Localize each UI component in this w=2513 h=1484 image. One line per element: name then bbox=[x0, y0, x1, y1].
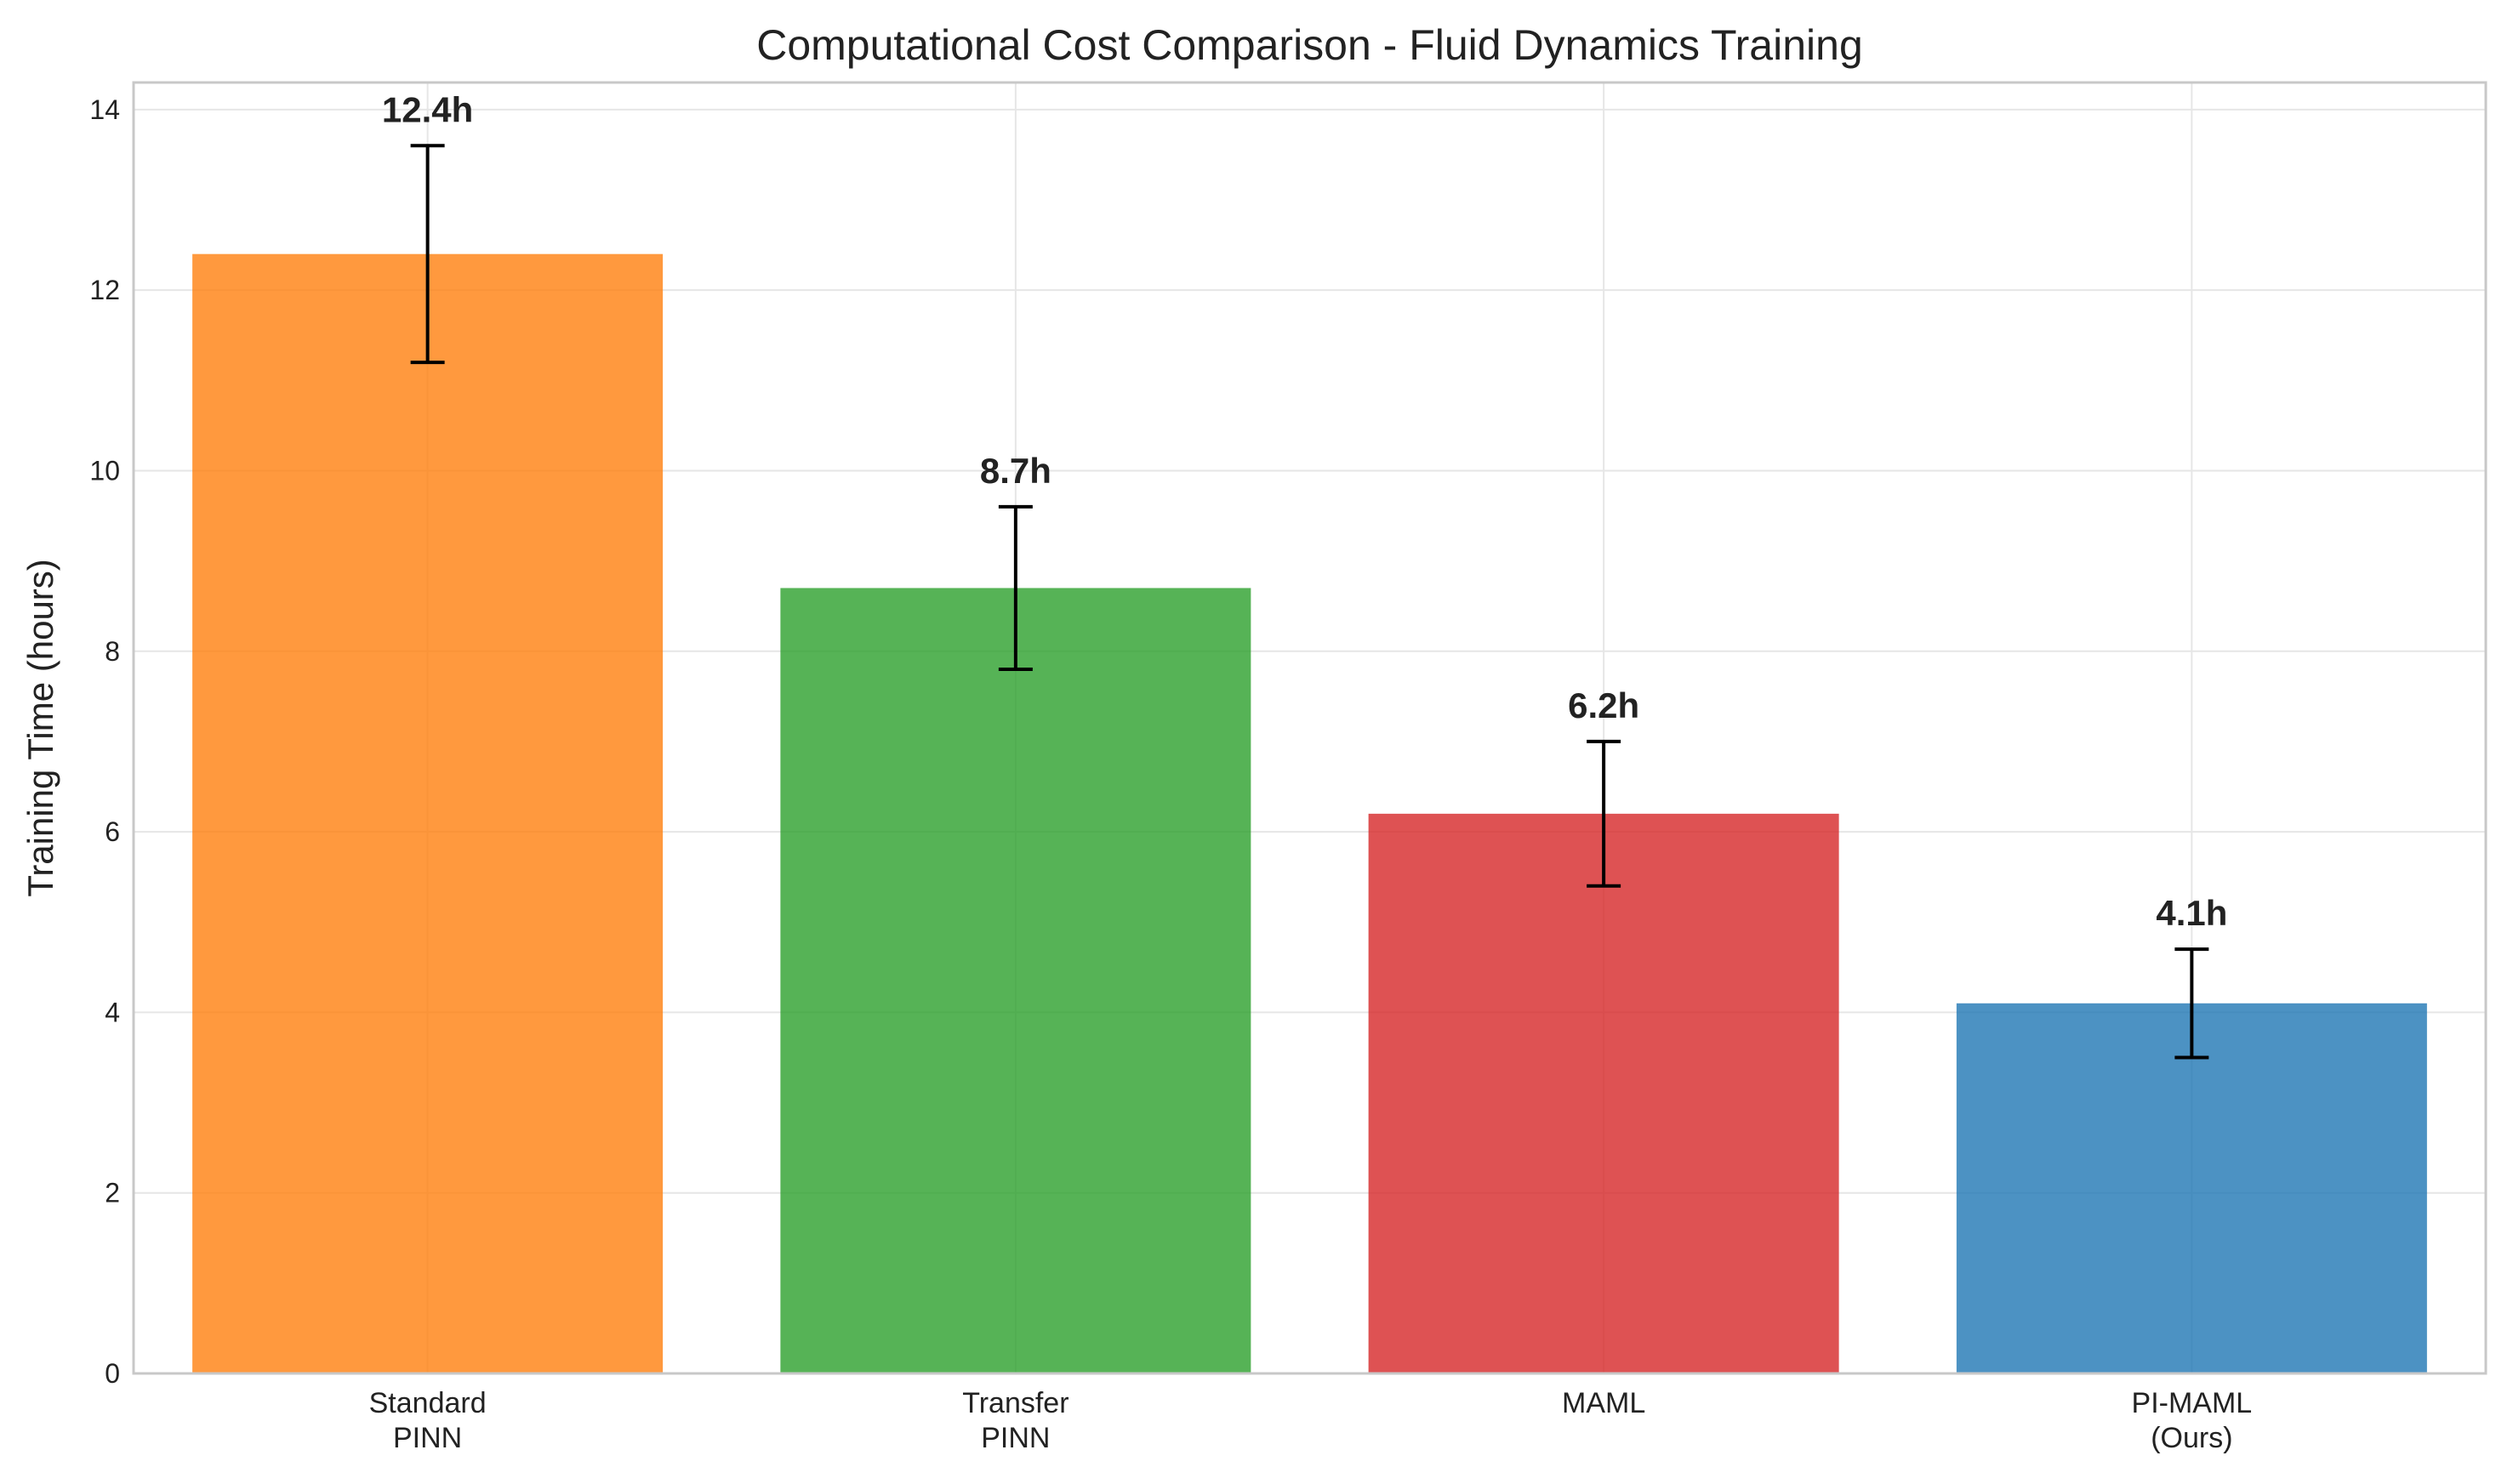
bars-layer bbox=[192, 253, 2427, 1373]
y-tick-label: 4 bbox=[105, 997, 120, 1027]
x-tick-label: PINN bbox=[981, 1422, 1050, 1454]
value-label: 12.4h bbox=[382, 89, 473, 129]
y-tick-label: 12 bbox=[89, 275, 120, 305]
y-tick-labels: 0 2 4 6 8 10 12 14 bbox=[89, 94, 120, 1389]
bar bbox=[1956, 1003, 2427, 1373]
x-tick-label: MAML bbox=[1562, 1387, 1645, 1419]
plot-frame bbox=[132, 81, 2487, 1375]
y-tick-label: 6 bbox=[105, 816, 120, 847]
x-tick-label: PI-MAML bbox=[2132, 1387, 2253, 1419]
error-bars-layer bbox=[410, 144, 2209, 1060]
x-tick-label: (Ours) bbox=[2151, 1422, 2232, 1454]
x-tick-label: Transfer bbox=[962, 1387, 1068, 1419]
y-axis-title: Training Time (hours) bbox=[20, 559, 60, 897]
y-tick-label: 2 bbox=[105, 1178, 120, 1208]
y-tick-label: 14 bbox=[89, 94, 120, 125]
bar bbox=[780, 588, 1251, 1373]
y-tick-label: 10 bbox=[89, 455, 120, 486]
bar bbox=[1368, 813, 1839, 1373]
y-tick-label: 0 bbox=[105, 1358, 120, 1389]
value-label: 4.1h bbox=[2156, 893, 2227, 933]
value-label: 8.7h bbox=[980, 451, 1051, 491]
x-tick-label: PINN bbox=[393, 1422, 462, 1454]
y-tick-label: 8 bbox=[105, 636, 120, 667]
x-tick-label: Standard bbox=[369, 1387, 487, 1419]
value-labels: 12.4h 8.7h 6.2h 4.1h bbox=[382, 89, 2227, 933]
value-label: 6.2h bbox=[1568, 685, 1639, 725]
chart-title: Computational Cost Comparison - Fluid Dy… bbox=[756, 21, 1863, 69]
bar bbox=[192, 253, 664, 1373]
